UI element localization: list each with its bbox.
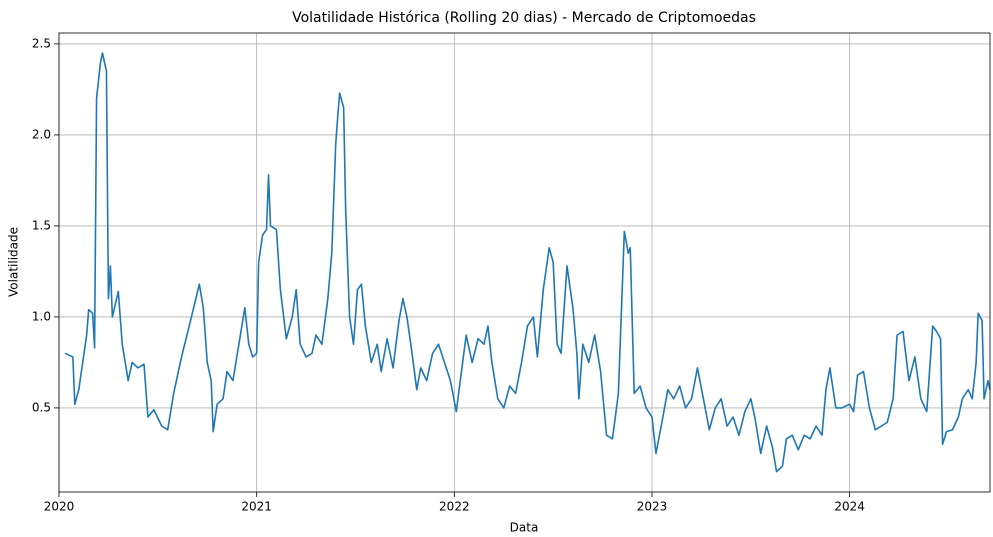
x-tick-label: 2023 (637, 500, 668, 514)
x-tick-label: 2020 (44, 500, 75, 514)
y-tick-label: 2.0 (32, 127, 51, 141)
x-tick-label: 2022 (439, 500, 470, 514)
x-axis-label: Data (510, 521, 539, 535)
y-tick-label: 1.0 (32, 309, 51, 323)
y-tick-label: 0.5 (32, 400, 51, 414)
plot-frame (58, 32, 991, 493)
x-tick-label: 2021 (241, 500, 272, 514)
y-tick-label: 1.5 (32, 218, 51, 232)
y-tick-label: 2.5 (32, 36, 51, 50)
y-axis-label: Volatilidade (7, 227, 21, 297)
chart-title: Volatilidade Histórica (Rolling 20 dias)… (292, 10, 756, 26)
data-line (64, 52, 991, 473)
x-tick-label: 2024 (834, 500, 865, 514)
